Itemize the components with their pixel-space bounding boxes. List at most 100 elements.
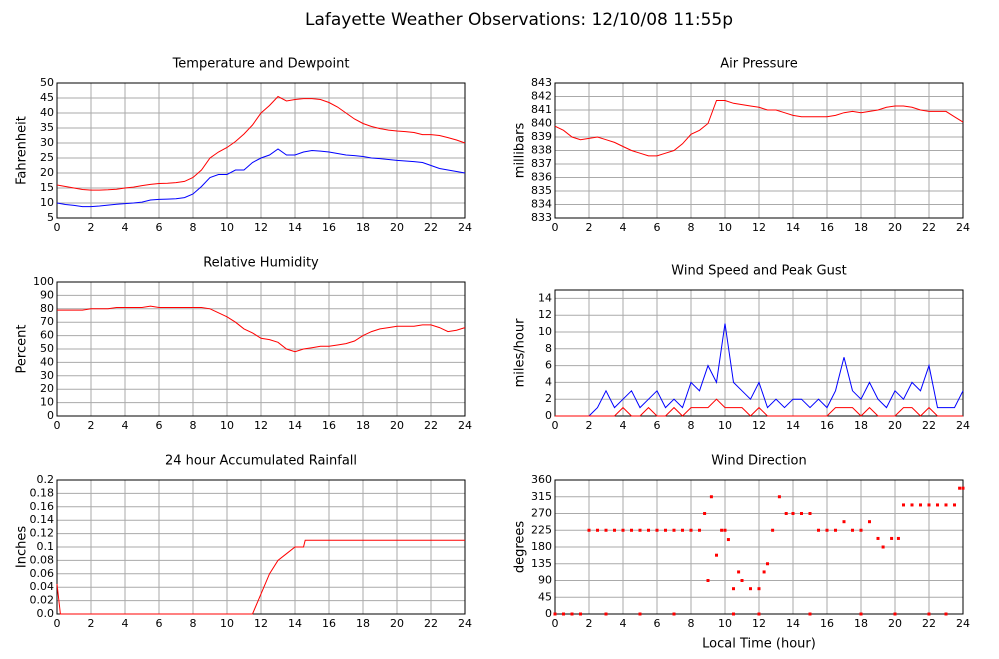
data-point [791,512,795,515]
data-point [808,512,812,515]
data-point [562,612,565,616]
y-axis-label: Fahrenheit [15,116,30,185]
x-tick-label: 8 [190,617,197,630]
x-tick-label: 12 [254,617,268,630]
y-tick-label: 25 [40,151,54,164]
page-title: Lafayette Weather Observations: 12/10/08… [305,10,733,30]
x-tick-label: 0 [552,617,559,630]
x-tick-label: 20 [390,221,404,234]
y-tick-label: 20 [40,382,54,395]
x-tick-label: 4 [620,617,627,630]
y-tick-label: 842 [531,90,552,103]
y-tick-label: 8 [545,342,552,355]
y-tick-label: 10 [40,196,54,209]
y-tick-label: 0 [47,409,54,422]
x-tick-label: 16 [820,617,834,630]
data-point [881,545,885,549]
y-tick-label: 0.14 [30,513,55,526]
y-tick-label: 0 [545,409,552,422]
x-tick-label: 10 [220,419,234,432]
data-point [936,503,939,507]
y-tick-label: 100 [33,275,54,288]
x-tick-label: 24 [956,617,970,630]
y-tick-label: 0.0 [37,607,55,620]
y-tick-label: 0.16 [30,500,55,513]
data-point [893,612,897,616]
x-tick-label: 0 [54,617,61,630]
data-point [553,612,557,616]
x-tick-label: 14 [288,221,302,234]
data-line [555,398,963,417]
data-point [771,528,775,532]
x-tick-label: 14 [786,221,800,234]
y-tick-label: 315 [531,490,552,503]
y-tick-label: 135 [531,557,552,570]
data-point [944,503,948,507]
data-point [664,528,667,532]
data-point [604,612,608,616]
x-tick-label: 8 [688,419,695,432]
y-tick-label: 0.04 [30,580,55,593]
data-point [927,612,931,616]
plot-frame [56,479,466,615]
y-tick-label: 45 [40,91,54,104]
data-point [703,512,707,515]
x-tick-label: 20 [888,617,902,630]
data-point [800,512,803,515]
data-point [587,528,591,532]
x-tick-label: 18 [854,221,868,234]
y-tick-label: 50 [40,342,54,355]
x-tick-label: 14 [288,419,302,432]
y-tick-label: 45 [538,590,552,603]
data-point [808,612,812,616]
x-tick-label: 2 [88,221,95,234]
data-point [726,538,730,542]
x-tick-label: 22 [424,419,438,432]
y-tick-label: 4 [545,375,552,388]
y-tick-label: 0.2 [37,473,55,486]
x-tick-label: 10 [220,221,234,234]
x-tick-label: 8 [688,617,695,630]
x-tick-label: 12 [752,221,766,234]
x-tick-label: 20 [390,617,404,630]
x-tick-label: 22 [922,617,936,630]
data-point [740,579,744,582]
x-tick-label: 2 [586,617,593,630]
x-tick-label: 18 [356,617,370,630]
data-point [720,528,724,532]
data-line [554,100,964,157]
data-point [919,503,922,507]
data-point [868,520,871,524]
x-tick-label: 18 [356,221,370,234]
y-tick-label: 360 [531,473,552,486]
data-point [579,612,582,616]
x-tick-label: 12 [752,419,766,432]
data-point [715,553,718,557]
y-tick-label: 0 [545,607,552,620]
data-line [56,539,465,615]
data-point [737,570,741,574]
data-point [859,528,863,532]
data-point [927,503,931,507]
data-point [638,612,642,616]
y-tick-label: 90 [538,574,552,587]
data-point [749,587,752,591]
x-tick-label: 24 [956,221,970,234]
y-tick-label: 50 [40,76,54,89]
y-tick-label: 70 [40,315,54,328]
y-tick-label: 30 [40,369,54,382]
x-tick-label: 22 [424,221,438,234]
y-tick-label: 0.12 [30,527,55,540]
x-tick-label: 14 [786,617,800,630]
x-tick-label: 0 [552,419,559,432]
x-tick-label: 24 [956,419,970,432]
x-tick-label: 16 [322,419,336,432]
data-point [732,612,735,616]
x-tick-label: 6 [156,419,163,432]
y-axis-label: Inches [15,526,30,568]
data-point [777,495,781,499]
y-tick-label: 0.06 [30,567,55,580]
x-tick-label: 6 [654,221,661,234]
x-tick-label: 4 [620,419,627,432]
x-tick-label: 12 [254,221,268,234]
